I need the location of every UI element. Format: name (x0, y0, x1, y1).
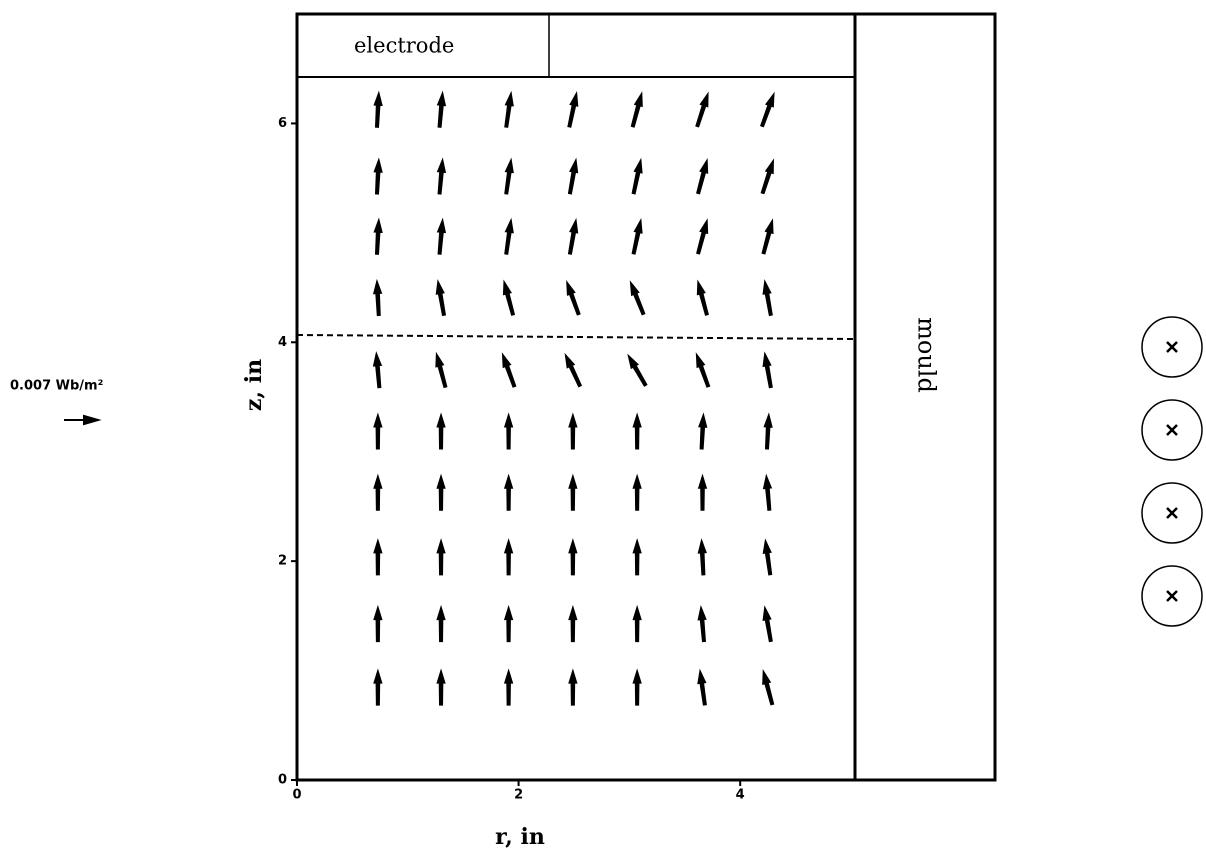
field-arrow (762, 279, 773, 317)
field-arrow (762, 473, 773, 511)
interface-line (296, 334, 856, 340)
field-arrow (632, 604, 642, 643)
field-arrow (504, 157, 514, 195)
field-arrow (632, 473, 642, 511)
field-arrow (696, 279, 709, 316)
y-axis-label: z, in (241, 359, 267, 411)
field-arrow (568, 604, 578, 643)
x-tick-label: 2 (514, 788, 523, 803)
field-arrow (760, 91, 775, 128)
field-arrow (568, 538, 578, 576)
field-arrow (503, 412, 514, 450)
field-arrow (696, 218, 709, 255)
field-arrow (564, 352, 583, 388)
electrode-label: electrode (354, 34, 454, 58)
field-arrow (567, 217, 579, 255)
field-arrow (632, 668, 642, 706)
field-arrow (373, 157, 383, 195)
field-arrow (631, 157, 643, 195)
field-arrow (762, 538, 773, 576)
field-arrow (503, 473, 514, 511)
field-arrow (504, 90, 514, 128)
field-arrow (373, 412, 383, 450)
field-arrow (632, 538, 642, 576)
field-arrow (627, 353, 648, 387)
plot-frame (295, 12, 997, 782)
x-axis-label: r, in (495, 824, 545, 850)
field-arrow (372, 278, 383, 317)
field-arrow (568, 668, 578, 706)
field-arrow (436, 412, 446, 450)
field-arrow (632, 412, 642, 450)
field-arrow (373, 217, 383, 255)
field-arrow (372, 351, 383, 389)
field-arrow (502, 279, 516, 316)
y-tick-label: 2 (278, 554, 287, 569)
field-arrow (504, 217, 514, 255)
field-arrow (436, 604, 446, 643)
y-tick-label: 4 (278, 335, 287, 350)
field-arrow (763, 412, 773, 450)
field-arrow (501, 352, 517, 388)
field-arrow (436, 90, 447, 128)
field-arrow (697, 668, 707, 706)
reference-arrow (64, 414, 102, 426)
field-arrow (373, 473, 383, 511)
field-arrow (503, 538, 514, 576)
field-arrow (761, 218, 774, 255)
field-arrow (567, 157, 579, 195)
field-arrow (760, 158, 774, 195)
field-arrow (762, 605, 773, 643)
field-arrow (436, 473, 446, 511)
field-arrow (436, 217, 447, 255)
field-arrow (762, 669, 775, 706)
field-arrow (436, 538, 446, 576)
field-arrow (697, 538, 707, 576)
field-arrow (566, 280, 581, 316)
field-arrow (695, 352, 711, 388)
field-arrow (698, 412, 708, 450)
y-tick-label: 0 (278, 773, 287, 788)
field-arrow (631, 217, 643, 255)
coil (1141, 316, 1203, 627)
field-arrow (568, 473, 578, 511)
field-arrow (373, 90, 383, 128)
field-arrow (373, 538, 383, 576)
field-arrow (373, 668, 383, 706)
field-arrow (373, 604, 383, 643)
field-arrow (697, 473, 708, 511)
field-arrow (568, 412, 578, 450)
x-tick-label: 0 (292, 788, 301, 803)
field-arrow (436, 668, 446, 706)
field-arrow (630, 91, 643, 128)
y-tick-label: 6 (278, 116, 287, 131)
field-arrow (762, 351, 773, 389)
field-arrow (435, 351, 448, 389)
field-arrow (503, 668, 514, 706)
field-arrow (503, 604, 514, 643)
x-tick-label: 4 (736, 788, 745, 803)
field-arrow (629, 280, 646, 316)
field-arrow (567, 91, 579, 128)
field-arrow (436, 157, 447, 195)
reference-label: 0.007 Wb/m² (10, 379, 103, 394)
field-arrow (695, 91, 709, 128)
field-arrow (435, 279, 447, 317)
mould-label: mould (913, 317, 941, 393)
field-arrow (697, 604, 707, 643)
field-arrow (696, 158, 709, 195)
